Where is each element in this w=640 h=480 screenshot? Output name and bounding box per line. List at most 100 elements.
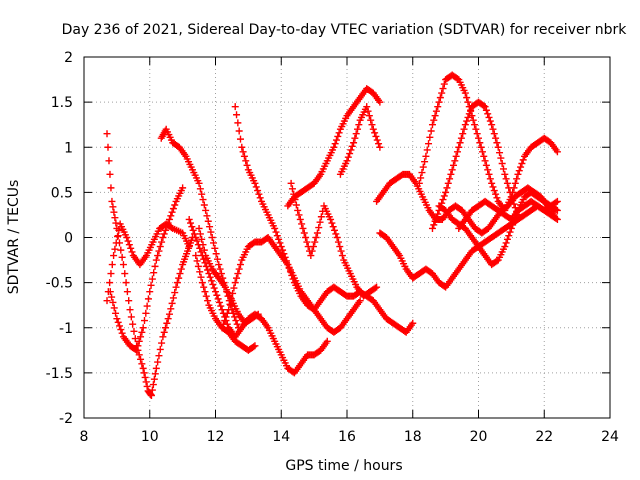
data-point-marker (203, 212, 211, 220)
data-point-marker (335, 129, 343, 137)
data-point-marker (200, 246, 208, 254)
data-point-marker (168, 299, 176, 307)
data-point-marker (511, 179, 519, 187)
data-point-marker (461, 89, 469, 97)
data-point-marker (287, 179, 295, 187)
data-point-marker (158, 238, 166, 246)
data-point-marker (148, 386, 156, 394)
data-point-marker (364, 107, 372, 115)
data-point-marker (309, 243, 317, 251)
data-point-marker (233, 111, 241, 119)
series-arc-19 (455, 197, 561, 232)
data-point-marker (212, 288, 219, 296)
data-point-marker (160, 328, 168, 336)
data-point-marker (502, 175, 510, 183)
data-point-marker (463, 94, 471, 102)
data-point-marker (253, 311, 261, 319)
data-point-marker (233, 274, 241, 282)
data-point-marker (489, 125, 497, 133)
data-point-marker (114, 318, 122, 326)
data-point-marker (135, 351, 143, 359)
data-point-marker (127, 244, 135, 252)
data-point-marker (165, 310, 173, 318)
data-point-marker (208, 234, 216, 241)
data-point-marker (517, 163, 525, 171)
data-point-marker (198, 190, 206, 198)
data-point-marker (106, 170, 114, 178)
data-point-marker (478, 148, 486, 156)
data-point-marker (494, 143, 502, 151)
data-point-marker (464, 98, 472, 106)
data-point-marker (515, 167, 523, 175)
series-arc-12 (287, 179, 381, 300)
data-point-marker (230, 284, 238, 292)
data-point-marker (112, 239, 120, 247)
series-arc-7 (192, 252, 259, 354)
data-point-marker (190, 230, 198, 238)
data-point-marker (151, 370, 159, 378)
data-point-marker (334, 238, 342, 246)
data-point-marker (108, 261, 116, 269)
data-point-marker (371, 129, 379, 137)
data-point-marker (311, 238, 319, 246)
data-point-marker (488, 121, 496, 129)
data-point-marker (507, 193, 515, 201)
data-point-marker (125, 241, 133, 249)
data-point-marker (313, 229, 321, 237)
series-arc-11 (284, 85, 384, 210)
data-point-marker (417, 174, 425, 182)
data-point-marker (154, 358, 162, 366)
data-point-marker (151, 262, 159, 270)
data-point-marker (492, 190, 500, 198)
data-point-marker (222, 313, 230, 321)
data-point-marker (350, 139, 358, 147)
data-point-marker (112, 219, 120, 227)
data-point-marker (418, 169, 426, 177)
data-point-marker (484, 166, 492, 174)
data-point-marker (300, 229, 308, 237)
data-point-marker (188, 223, 196, 231)
data-point-marker (431, 112, 439, 120)
series-arc-13 (336, 103, 384, 178)
data-point-marker (143, 302, 151, 310)
data-point-marker (175, 274, 183, 282)
data-point-marker (497, 154, 505, 162)
data-point-marker (121, 270, 129, 278)
x-axis-label: GPS time / hours (285, 458, 402, 474)
data-point-marker (490, 130, 498, 138)
data-point-marker (229, 289, 237, 297)
data-point-marker (218, 324, 226, 332)
series-arc-10 (218, 234, 364, 336)
data-point-marker (452, 152, 460, 160)
data-point-marker (200, 255, 208, 263)
series-arc-8 (195, 224, 262, 327)
data-point-marker (164, 219, 172, 227)
data-point-marker (107, 184, 115, 192)
data-point-marker (114, 233, 122, 241)
y-tick-label: -1.5 (46, 366, 73, 382)
x-tick-label: 22 (535, 429, 553, 445)
data-point-marker (447, 170, 455, 178)
data-point-marker (239, 148, 247, 156)
data-point-marker (276, 239, 284, 247)
y-tick-label: -2 (59, 411, 73, 427)
data-point-marker (331, 226, 339, 234)
data-point-marker (457, 134, 465, 142)
data-point-marker (199, 196, 207, 204)
y-axis-label: SDTVAR / TECUs (6, 180, 22, 295)
data-point-marker (316, 218, 324, 226)
data-point-marker (209, 280, 217, 288)
data-point-marker (356, 297, 364, 305)
data-point-marker (451, 157, 459, 165)
data-point-marker (159, 333, 167, 341)
data-point-marker (232, 317, 240, 325)
data-point-marker (347, 146, 355, 154)
data-point-marker (373, 136, 381, 144)
data-point-marker (271, 224, 279, 232)
data-point-marker (140, 369, 148, 377)
data-point-marker (135, 337, 143, 345)
data-point-marker (348, 142, 356, 150)
data-point-marker (506, 228, 514, 236)
y-tick-label: 1 (64, 140, 73, 156)
data-point-marker (552, 198, 560, 206)
